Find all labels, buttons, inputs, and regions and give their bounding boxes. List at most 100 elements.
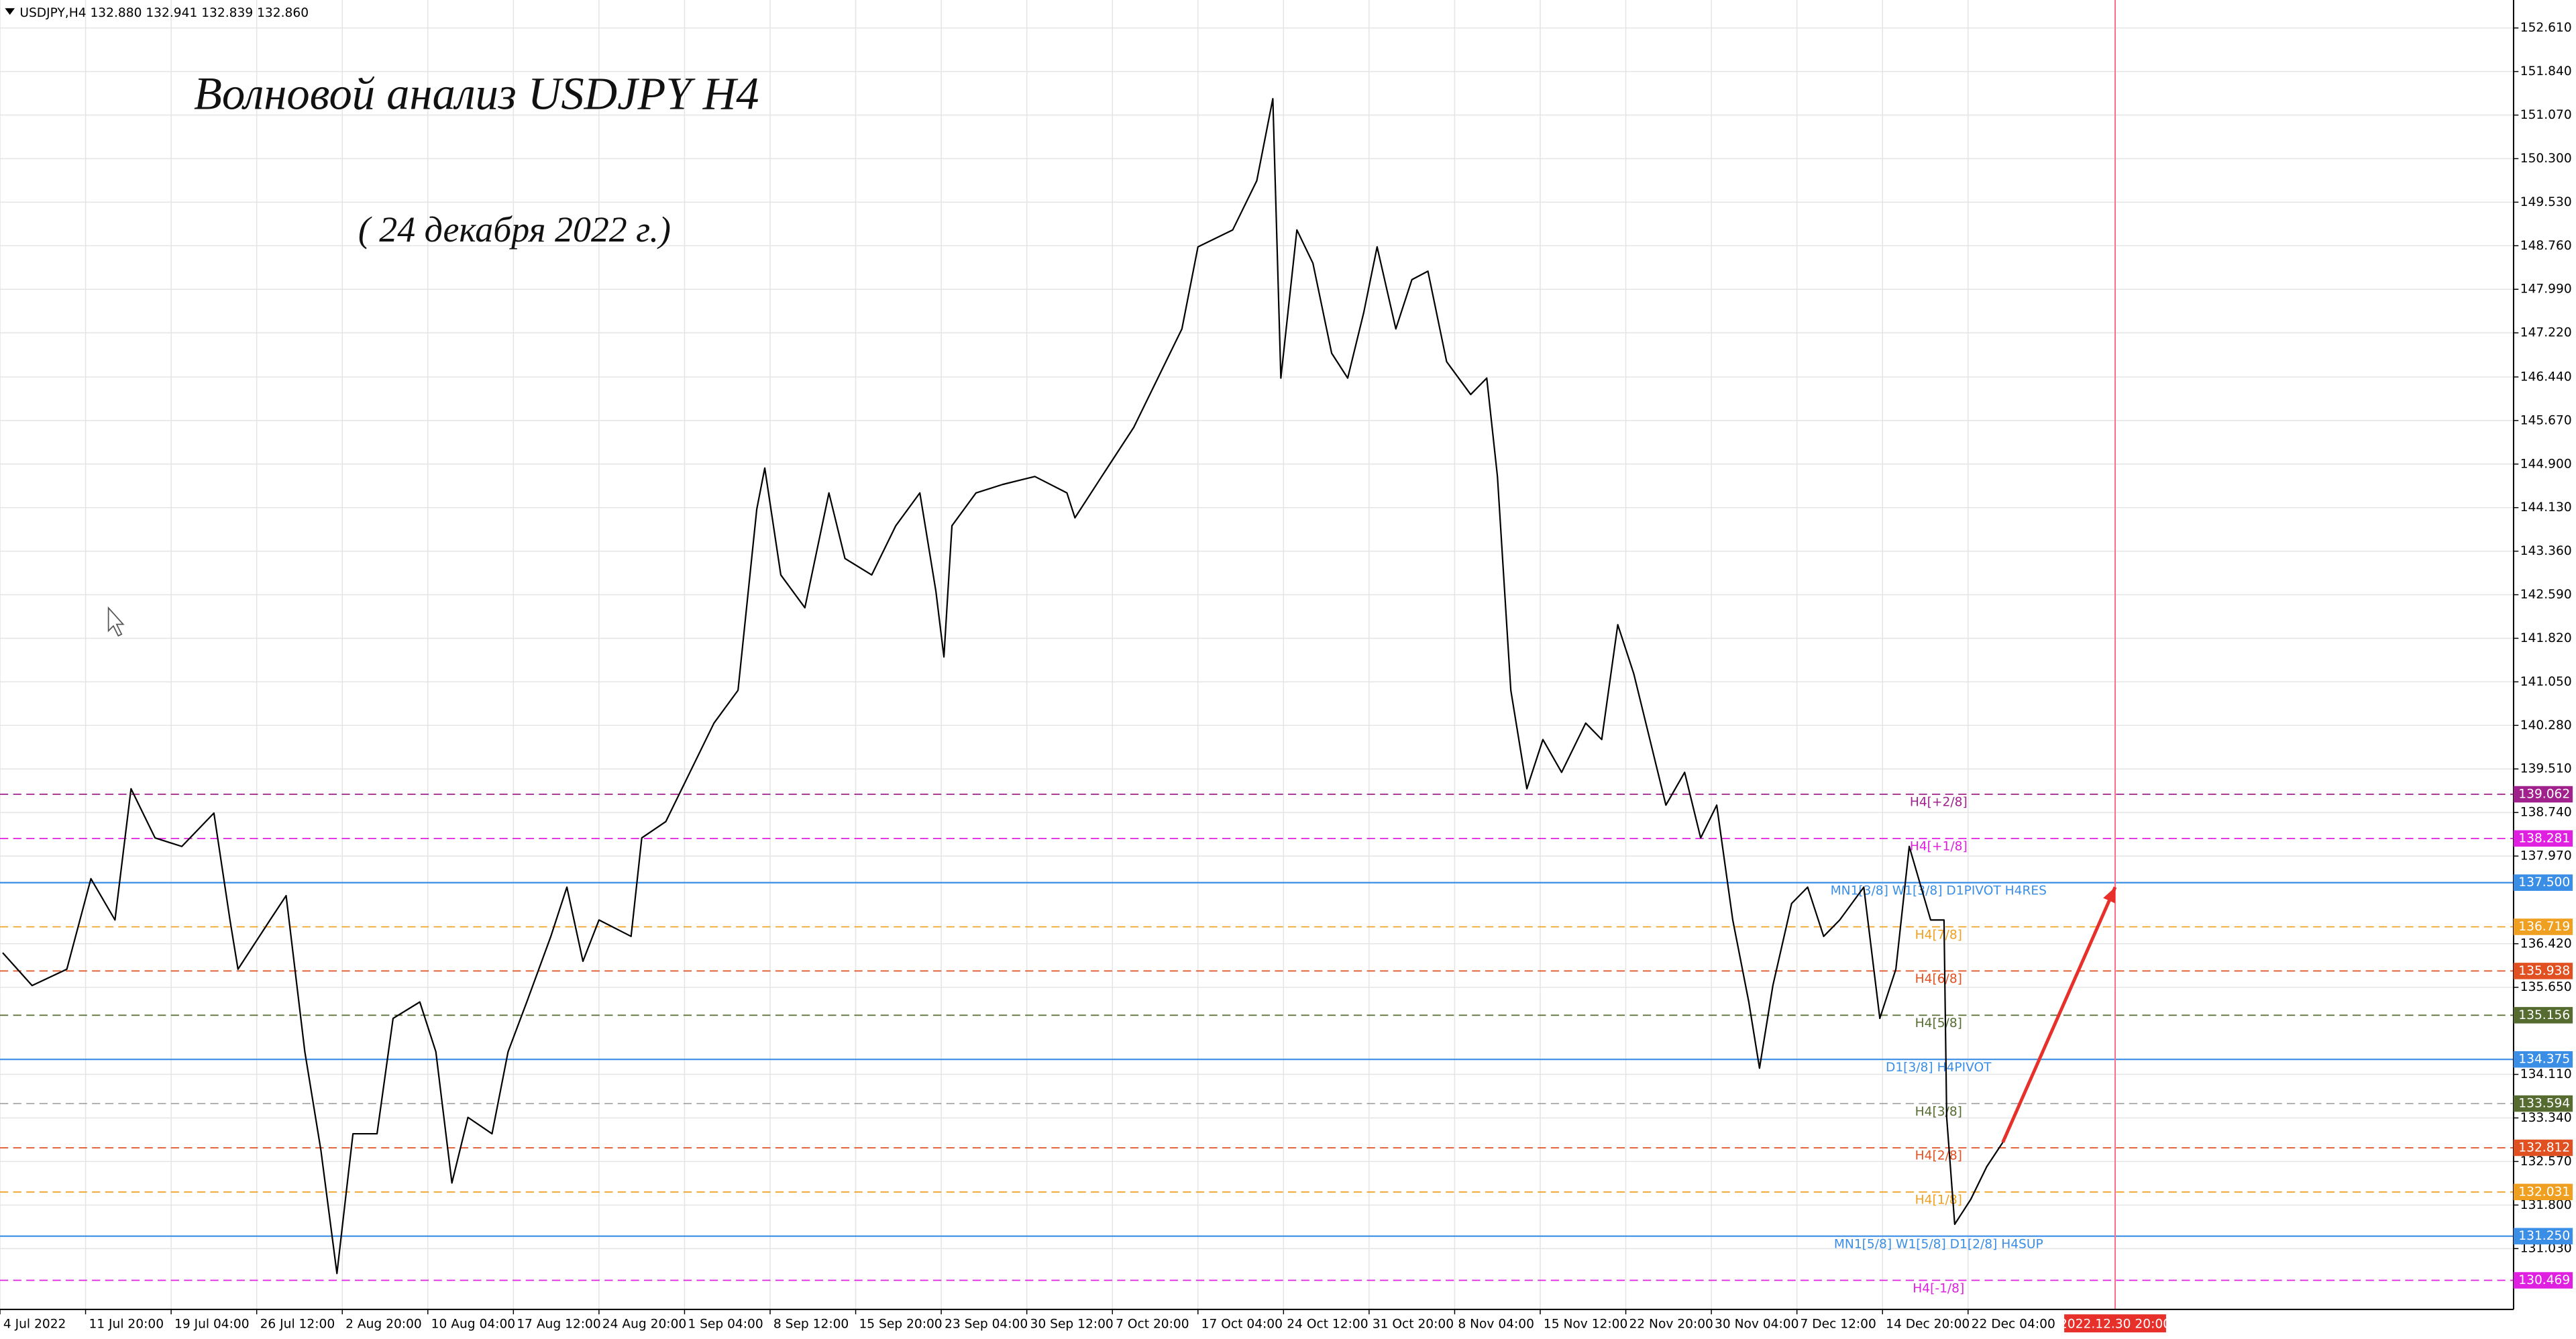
x-tick-label: 24 Aug 20:00 [602, 1317, 686, 1331]
y-tick-label: 144.130 [2520, 500, 2572, 515]
forecast-arrow [2001, 886, 2117, 1143]
y-tick-label: 152.610 [2520, 21, 2572, 35]
price-box-label: 132.812 [2518, 1140, 2570, 1155]
x-tick-label: 11 Jul 20:00 [89, 1317, 164, 1331]
axes: 152.610 151.840 151.070 150.300 149.530 148.7… [0, 21, 2573, 1333]
level-label: H4[3/8] [1915, 1105, 1962, 1119]
price-box-label: 139.062 [2518, 788, 2570, 802]
y-tick-label: 147.990 [2520, 282, 2572, 297]
price-box [2513, 1183, 2573, 1201]
y-tick-label: 138.740 [2520, 806, 2572, 820]
y-tick-label: 136.420 [2520, 936, 2572, 951]
y-tick-label: 149.530 [2520, 195, 2572, 209]
symbol-menu-icon[interactable] [5, 8, 15, 15]
chart-title: Волновой анализ USDJPY H4 [194, 68, 759, 119]
price-box [2513, 1051, 2573, 1068]
y-tick-label: 144.900 [2520, 457, 2572, 471]
y-tick-label: 131.030 [2520, 1242, 2572, 1256]
x-tick-label: 4 Jul 2022 [3, 1317, 66, 1331]
price-box [2513, 830, 2573, 847]
level-label: H4[-1/8] [1913, 1281, 1964, 1295]
y-tick-label: 139.510 [2520, 762, 2572, 776]
price-box-label: 136.719 [2518, 920, 2570, 934]
symbol-header: USDJPY,H4 132.880 132.941 132.839 132.86… [19, 6, 309, 20]
x-tick-label: 30 Sep 12:00 [1030, 1317, 1114, 1331]
x-tick-label: 7 Dec 12:00 [1801, 1317, 1876, 1331]
y-tick-label: 146.440 [2520, 370, 2572, 384]
forecast-arrow-head [2103, 887, 2116, 904]
price-box-label: 130.469 [2518, 1273, 2570, 1287]
mouse-cursor [107, 606, 125, 637]
x-tick-label: 26 Jul 12:00 [260, 1317, 335, 1331]
y-tick-label: 135.650 [2520, 980, 2572, 994]
price-box [2513, 786, 2573, 803]
price-box [2513, 1228, 2573, 1244]
level-label: MN1[5/8] W1[5/8] D1[2/8] H4SUP [1834, 1237, 2043, 1251]
y-tick-label: 140.280 [2520, 718, 2572, 733]
price-line [2, 97, 2004, 1275]
price-box [2513, 1007, 2573, 1024]
price-box [2513, 874, 2573, 891]
y-tick-label: 133.340 [2520, 1111, 2572, 1125]
x-tick-label: 8 Sep 12:00 [773, 1317, 849, 1331]
y-tick-label: 137.970 [2520, 849, 2572, 863]
price-box-label: 133.594 [2518, 1097, 2570, 1111]
level-label: H4[+1/8] [1910, 840, 1968, 854]
price-box [2513, 1139, 2573, 1157]
x-tick-label: 31 Oct 20:00 [1373, 1317, 1454, 1331]
x-tick-label: 1 Sep 04:00 [688, 1317, 763, 1331]
x-tick-label: 15 Nov 12:00 [1544, 1317, 1627, 1331]
x-tick-label: 30 Nov 04:00 [1715, 1317, 1799, 1331]
y-tick-label: 148.760 [2520, 239, 2572, 253]
price-box-label: 131.250 [2518, 1229, 2570, 1243]
plot [2, 97, 2117, 1275]
x-tick-label: 15 Sep 20:00 [859, 1317, 942, 1331]
price-box-label: 135.156 [2518, 1008, 2570, 1022]
level-label: H4[1/8] [1915, 1193, 1962, 1208]
x-tick-label: 17 Aug 12:00 [517, 1317, 600, 1331]
price-box [2513, 963, 2573, 979]
y-tick-label: 145.670 [2520, 413, 2572, 427]
price-box-label: 132.031 [2518, 1185, 2570, 1199]
x-tick-label: 23 Sep 04:00 [945, 1317, 1028, 1331]
price-box [2513, 1272, 2573, 1289]
x-tick-label: 2 Aug 20:00 [345, 1317, 422, 1331]
x-tick-label: 22 Nov 20:00 [1629, 1317, 1713, 1331]
x-tick-label: 14 Dec 20:00 [1886, 1317, 1970, 1331]
level-label: MN1[3/8] W1[3/8] D1PIVOT H4RES [1831, 883, 2047, 898]
time-box [2064, 1314, 2166, 1333]
y-tick-label: 132.570 [2520, 1155, 2572, 1169]
y-tick-label: 151.070 [2520, 108, 2572, 122]
price-box-label: 134.375 [2518, 1053, 2570, 1067]
y-tick-label: 151.840 [2520, 64, 2572, 78]
levels: H4[+2/8] H4[+1/8] MN1[3/8] W1[3/8] D1PIVOT… [0, 0, 2514, 1309]
y-tick-label: 143.360 [2520, 544, 2572, 558]
level-label: H4[5/8] [1915, 1016, 1962, 1030]
chart-subtitle: ( 24 декабря 2022 г.) [358, 209, 671, 250]
x-tick-label: 19 Jul 04:00 [174, 1317, 250, 1331]
x-tick-label: 8 Nov 04:00 [1458, 1317, 1534, 1331]
x-tick-label: 7 Oct 20:00 [1116, 1317, 1189, 1331]
x-tick-label: 17 Oct 04:00 [1201, 1317, 1283, 1331]
level-label: D1[3/8] H4PIVOT [1886, 1061, 1992, 1075]
price-box [2513, 918, 2573, 935]
y-tick-label: 142.590 [2520, 588, 2572, 602]
y-tick-label: 134.110 [2520, 1067, 2572, 1081]
price-box [2513, 1095, 2573, 1112]
time-box-label: 2022.12.30 20:00 [2059, 1317, 2171, 1331]
y-tick-label: 141.820 [2520, 631, 2572, 645]
x-tick-label: 24 Oct 12:00 [1287, 1317, 1368, 1331]
price-box-label: 138.281 [2518, 831, 2570, 845]
level-label: H4[7/8] [1915, 928, 1962, 942]
level-label: H4[2/8] [1915, 1149, 1962, 1163]
y-tick-label: 147.220 [2520, 326, 2572, 340]
x-tick-label: 10 Aug 04:00 [431, 1317, 515, 1331]
price-box-label: 135.938 [2518, 964, 2570, 978]
price-box-label: 137.500 [2518, 875, 2570, 890]
y-tick-label: 141.050 [2520, 675, 2572, 689]
level-label: H4[+2/8] [1910, 796, 1968, 810]
grid [0, 0, 2514, 1309]
